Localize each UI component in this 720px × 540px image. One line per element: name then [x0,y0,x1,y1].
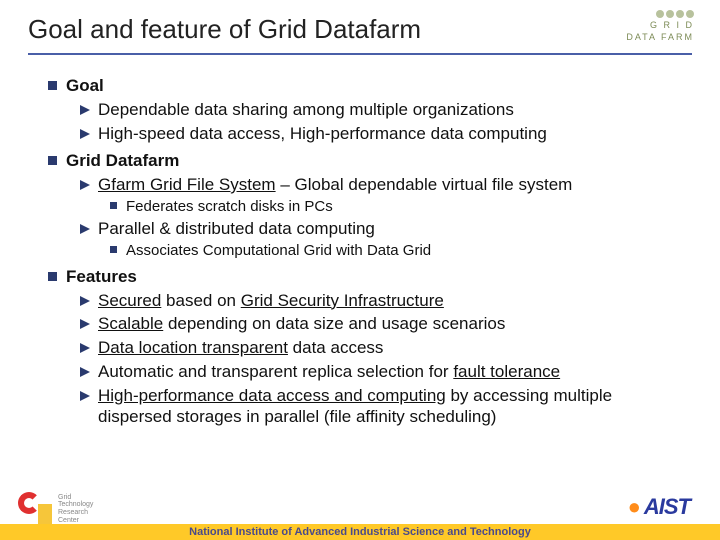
arrow-bullet-icon [80,343,90,353]
feature-5: High-performance data access and computi… [98,385,682,429]
gfarm-underlined: Gfarm Grid File System [98,175,276,194]
goal-item-text: High-speed data access, High-performance… [98,123,547,145]
grid-datafarm-subitem: Associates Computational Grid with Data … [110,241,682,260]
gt-l: Grid [58,494,93,502]
gt-icon [18,492,52,526]
s: depending on data size and usage scenari… [163,314,505,333]
u: fault tolerance [453,362,560,381]
arrow-bullet-icon [80,105,90,115]
goal-item-text: Dependable data sharing among multiple o… [98,99,514,121]
grid-technology-logo: Grid Technology Research Center [18,492,93,526]
footer: Grid Technology Research Center ●AIST Na… [0,496,720,540]
logo-line-2: DATA FARM [626,32,694,44]
aist-dot-icon: ● [628,494,640,519]
goal-heading: Goal [66,75,104,97]
gfarm-suffix: – Global dependable virtual file system [276,175,573,194]
title-underline [28,53,692,55]
features-item: High-performance data access and computi… [80,385,682,429]
grid-datafarm-subitem: Federates scratch disks in PCs [110,197,682,216]
u: High-performance data access and computi… [98,386,446,405]
features-item: Automatic and transparent replica select… [80,361,682,383]
arrow-bullet-icon [80,319,90,329]
grid-datafarm-item: Gfarm Grid File System – Global dependab… [80,174,682,196]
u: Data location transparent [98,338,288,357]
section-goal: Goal [48,75,682,97]
square-bullet-icon [48,272,57,281]
gt-text: Grid Technology Research Center [58,494,93,525]
s: based on [161,291,240,310]
feature-4: Automatic and transparent replica select… [98,361,560,383]
slide-body: Goal Dependable data sharing among multi… [0,61,720,428]
small-square-bullet-icon [110,202,117,209]
square-bullet-icon [48,81,57,90]
gfarm-line: Gfarm Grid File System – Global dependab… [98,174,572,196]
arrow-bullet-icon [80,296,90,306]
feature-2: Scalable depending on data size and usag… [98,313,505,335]
gt-l: Technology [58,501,93,509]
grid-datafarm-item: Parallel & distributed data computing [80,218,682,240]
slide-title: Goal and feature of Grid Datafarm [28,14,692,45]
gt-l: Research [58,509,93,517]
square-bullet-icon [48,156,57,165]
footer-text: National Institute of Advanced Industria… [0,524,720,540]
features-heading: Features [66,266,137,288]
features-item: Scalable depending on data size and usag… [80,313,682,335]
goal-item: Dependable data sharing among multiple o… [80,99,682,121]
grid-data-farm-logo: G R I D DATA FARM [626,10,694,43]
arrow-bullet-icon [80,129,90,139]
features-item: Secured based on Grid Security Infrastru… [80,290,682,312]
u: Scalable [98,314,163,333]
aist-text: AIST [644,494,690,519]
features-item: Data location transparent data access [80,337,682,359]
arrow-bullet-icon [80,367,90,377]
parallel-line: Parallel & distributed data computing [98,218,375,240]
arrow-bullet-icon [80,180,90,190]
s: data access [288,338,383,357]
feature-3: Data location transparent data access [98,337,383,359]
s: Automatic and transparent replica select… [98,362,453,381]
u: Secured [98,291,161,310]
section-features: Features [48,266,682,288]
u: Grid Security Infrastructure [241,291,444,310]
parallel-sub-text: Associates Computational Grid with Data … [126,241,431,260]
goal-item: High-speed data access, High-performance… [80,123,682,145]
grid-datafarm-heading: Grid Datafarm [66,150,179,172]
gfarm-sub-text: Federates scratch disks in PCs [126,197,333,216]
section-grid-datafarm: Grid Datafarm [48,150,682,172]
feature-1: Secured based on Grid Security Infrastru… [98,290,444,312]
logo-line-1: G R I D [626,20,694,32]
arrow-bullet-icon [80,391,90,401]
arrow-bullet-icon [80,224,90,234]
aist-logo: ●AIST [628,494,690,520]
small-square-bullet-icon [110,246,117,253]
